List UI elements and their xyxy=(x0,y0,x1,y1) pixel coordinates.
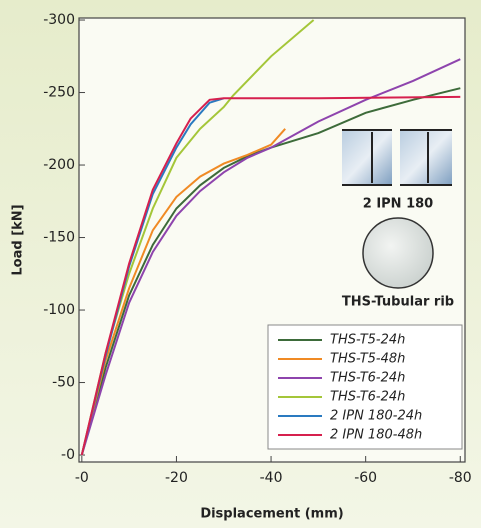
y-tick-label: -150 xyxy=(43,230,75,246)
plot xyxy=(79,19,461,462)
series-line xyxy=(80,58,461,456)
y-tick-label: -50 xyxy=(52,375,75,391)
x-tick-label: -60 xyxy=(354,470,377,486)
series-line xyxy=(80,95,461,456)
legend-label: THS-T5-48h xyxy=(330,352,405,367)
ipn-section xyxy=(400,130,452,185)
series-line xyxy=(80,128,286,456)
legend-label: THS-T6-24h xyxy=(330,371,405,386)
y-tick-label: -300 xyxy=(43,12,75,28)
y-tick-label: -200 xyxy=(43,157,75,173)
annotation: 2 IPN 180 xyxy=(363,197,433,212)
y-tick-label: -250 xyxy=(43,85,75,101)
legend-label: THS-T5-24h xyxy=(330,333,405,348)
y-axis-label: Load [kN] xyxy=(11,204,26,275)
y-tick-label: -100 xyxy=(43,302,75,318)
x-tick-label: -40 xyxy=(260,470,283,486)
x-tick-label: -20 xyxy=(165,470,188,486)
x-tick-label: -80 xyxy=(449,470,472,486)
series-line xyxy=(80,87,461,456)
inset: 2 IPN 180 THS-Tubular rib xyxy=(342,129,454,310)
legend-label: 2 IPN 180-48h xyxy=(330,428,422,443)
legend-box xyxy=(267,324,463,450)
ipn-section xyxy=(342,130,392,185)
x-tick-label: -0 xyxy=(75,470,89,486)
x-axis-label: Displacement (mm) xyxy=(200,507,343,522)
tube-section xyxy=(362,217,434,289)
y-tick-label: -0 xyxy=(61,447,75,463)
annotation: THS-Tubular rib xyxy=(342,295,454,310)
legend-label: THS-T6-24h xyxy=(330,390,405,405)
legend-label: 2 IPN 180-24h xyxy=(330,409,422,424)
